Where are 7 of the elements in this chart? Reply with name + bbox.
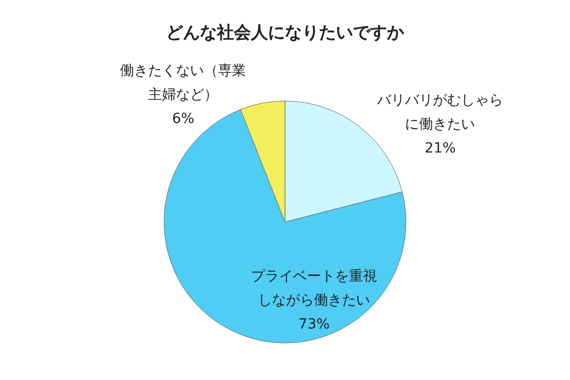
data-label: 6% bbox=[172, 111, 194, 128]
data-label: 21% bbox=[424, 140, 456, 157]
slice-label: 働きたくない（専業主婦など） bbox=[120, 63, 246, 104]
data-label: 73% bbox=[298, 316, 330, 333]
chart-title: どんな社会人になりたいですか bbox=[166, 23, 405, 43]
slice-label: バリバリがむしゃらに働きたい bbox=[376, 92, 504, 133]
slice-label: プライベートを重視しながら働きたい bbox=[251, 268, 378, 309]
